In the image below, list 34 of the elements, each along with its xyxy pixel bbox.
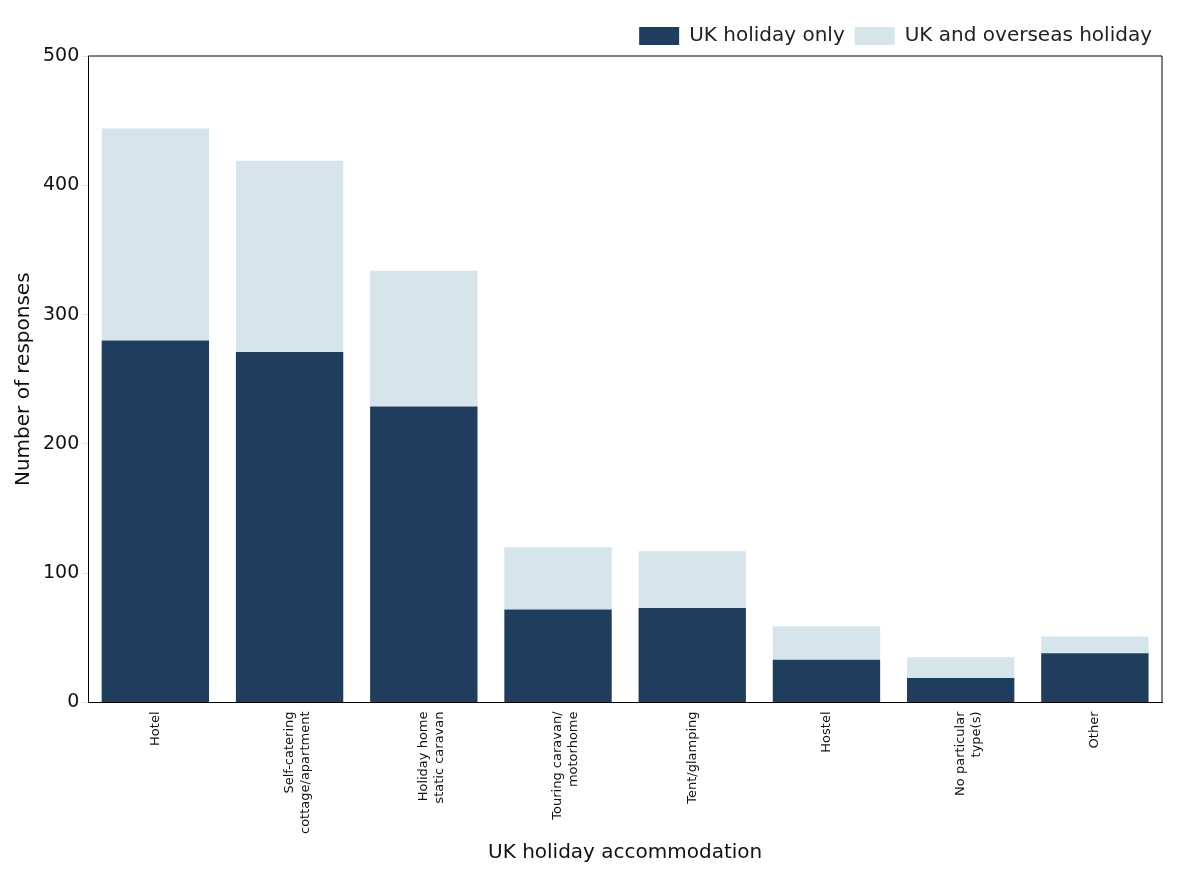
y-tick-label: 0 xyxy=(67,689,80,712)
x-tick-label: Holiday home static caravan xyxy=(415,711,446,804)
legend-label: UK holiday only xyxy=(689,22,845,47)
x-axis-title: UK holiday accommodation xyxy=(488,839,763,864)
bar xyxy=(235,160,344,353)
x-tick-label: Hostel xyxy=(817,711,833,753)
y-tick-label: 200 xyxy=(43,430,80,453)
bar xyxy=(101,340,210,702)
bar xyxy=(638,551,746,609)
legend-label: UK and overseas holiday xyxy=(904,22,1153,47)
bar xyxy=(504,547,612,610)
y-tick-label: 100 xyxy=(43,560,80,583)
bar xyxy=(370,406,478,702)
x-tick-label: Self-catering cottage/apartment xyxy=(280,711,312,835)
x-tick-label: Other xyxy=(1086,710,1102,749)
y-tick-label: 300 xyxy=(43,301,80,324)
y-tick-label: 400 xyxy=(43,172,80,195)
x-tick-label: No particular type(s) xyxy=(952,710,983,796)
bar xyxy=(235,352,344,702)
bar xyxy=(1041,653,1149,702)
bar xyxy=(906,677,1015,702)
y-axis-title: Number of responses xyxy=(10,272,35,487)
x-tick-label: Hotel xyxy=(146,711,162,746)
bar xyxy=(370,270,478,407)
bar xyxy=(638,608,746,702)
x-tick-label: Touring caravan/ motorhome xyxy=(549,710,580,821)
bar xyxy=(101,128,210,341)
y-tick-label: 500 xyxy=(43,42,80,65)
bar xyxy=(772,626,881,660)
x-tick-label: Tent/glamping xyxy=(683,711,699,805)
bar xyxy=(772,659,881,702)
bar xyxy=(906,657,1015,678)
bar xyxy=(1041,636,1149,654)
bar xyxy=(504,609,612,702)
